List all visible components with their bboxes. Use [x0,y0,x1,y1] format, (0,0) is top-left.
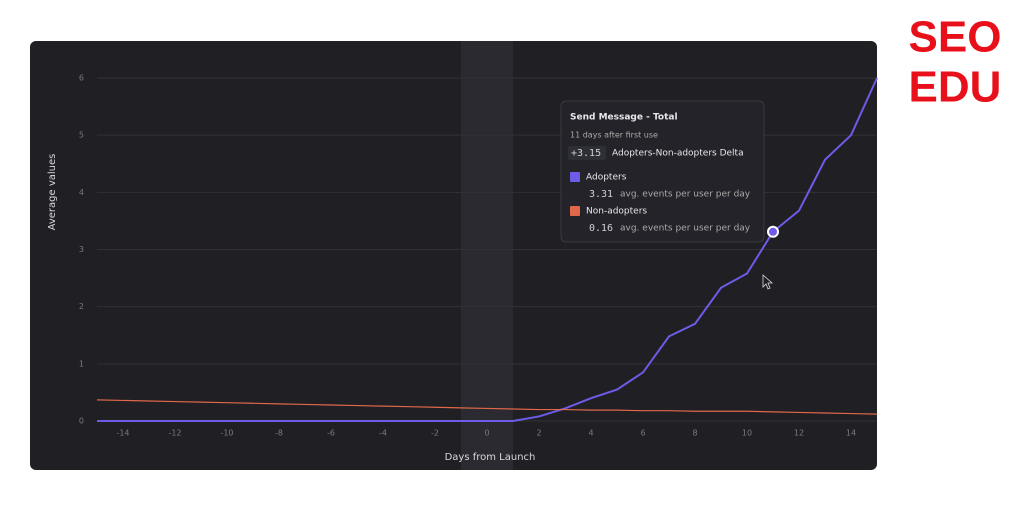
y-tick-label: 0 [79,417,84,426]
x-tick-label: -8 [275,429,283,438]
series-line [96,399,878,415]
tooltip-item-value: 0.16 [589,223,613,234]
tooltip-title: Send Message - Total [570,113,678,123]
x-tick-label: 0 [484,429,489,438]
x-tick-label: 14 [846,429,856,438]
x-tick-label: -2 [431,429,439,438]
tooltip: Send Message - Total 11 days after first… [560,100,765,243]
y-tick-label: 1 [79,359,84,368]
y-tick-label: 3 [79,245,84,254]
y-tick-label: 5 [79,131,84,140]
tooltip-delta-label: Adopters-Non-adopters Delta [612,149,744,159]
tooltip-item-name: Non-adopters [586,207,647,217]
tooltip-item-unit: avg. events per user per day [620,224,751,234]
x-tick-label: 6 [640,429,645,438]
x-tick-label: -10 [220,429,233,438]
x-axis-label: Days from Launch [445,452,536,463]
series-line [97,77,878,422]
x-tick-label: -12 [168,429,181,438]
y-axis-label: Average values [47,154,58,231]
x-tick-label: 2 [536,429,541,438]
x-tick-label: -14 [116,429,129,438]
tooltip-item-value: 3.31 [589,189,613,200]
tooltip-delta: +3.15 [571,148,601,159]
logo: EDU [909,63,1002,112]
delta-badge [568,146,606,160]
highlight-band [461,41,513,470]
tooltip-box [560,100,765,243]
x-tick-label: 12 [794,429,804,438]
x-tick-label: -6 [327,429,335,438]
x-tick-label: 10 [742,429,752,438]
y-tick-label: 6 [79,74,84,83]
y-tick-label: 2 [79,302,84,311]
tooltip-subtitle: 11 days after first use [570,131,658,140]
cursor [762,274,774,290]
legend-swatch [570,206,580,216]
tooltip-item-name: Adopters [586,173,627,183]
tooltip-item-unit: avg. events per user per day [620,190,751,200]
x-tick-label: -4 [379,429,387,438]
y-tick-label: 4 [79,188,84,197]
x-tick-label: 8 [692,429,697,438]
x-tick-label: 4 [588,429,593,438]
hover-point [767,225,779,238]
legend-swatch [570,172,580,182]
logo: SEO [909,13,1002,62]
